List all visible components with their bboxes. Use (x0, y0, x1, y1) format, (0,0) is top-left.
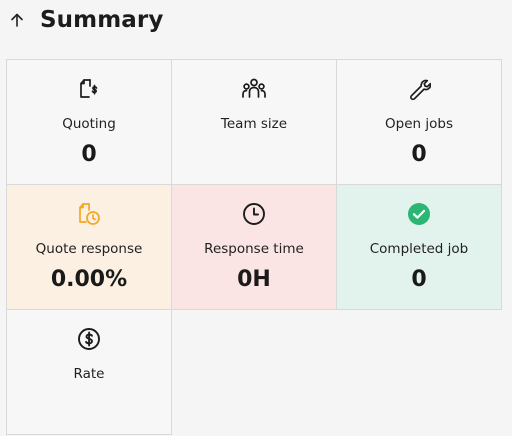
clock-icon (241, 201, 267, 227)
card-label: Response time (204, 241, 304, 257)
arrow-up-icon[interactable] (8, 11, 26, 29)
card-team-size[interactable]: Team size (171, 59, 337, 185)
card-quote-response[interactable]: Quote response 0.00% (6, 184, 172, 310)
card-value: 0 (411, 267, 427, 292)
card-label: Quoting (62, 116, 116, 132)
file-clock-icon (76, 201, 102, 227)
dollar-circle-icon (76, 326, 102, 352)
card-label: Quote response (35, 241, 143, 257)
card-open-jobs[interactable]: Open jobs 0 (336, 59, 502, 185)
card-label: Open jobs (385, 116, 453, 132)
card-label: Rate (73, 366, 105, 382)
wrench-icon (406, 76, 432, 102)
card-label: Completed job (369, 241, 469, 257)
card-response-time[interactable]: Response time 0H (171, 184, 337, 310)
card-value: 0.00% (50, 267, 128, 292)
team-icon (241, 76, 267, 102)
card-value: 0H (237, 267, 271, 292)
file-dollar-icon (76, 76, 102, 102)
card-quoting[interactable]: Quoting 0 (6, 59, 172, 185)
card-completed-job[interactable]: Completed job 0 (336, 184, 502, 310)
card-label: Team size (220, 116, 288, 132)
card-value: 0 (81, 142, 97, 167)
check-circle-icon (406, 201, 432, 227)
card-value: 0 (411, 142, 427, 167)
page-title: Summary (40, 7, 164, 33)
card-rate[interactable]: Rate (6, 309, 172, 435)
summary-grid: Quoting 0 Team size Open jobs 0 (6, 59, 502, 435)
summary-header: Summary (8, 4, 163, 36)
